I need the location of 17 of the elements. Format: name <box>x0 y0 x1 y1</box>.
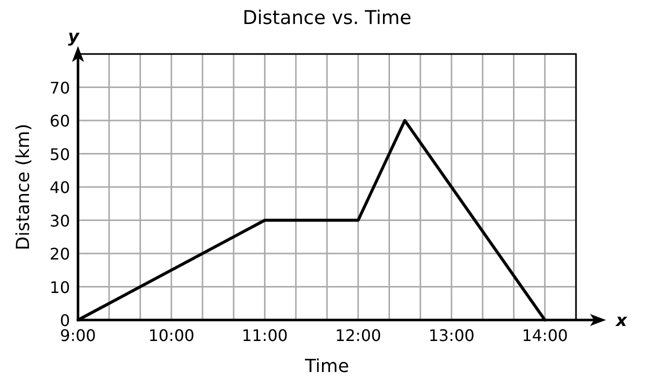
y-tick-label: 40 <box>50 178 70 197</box>
x-tick-label: 12:00 <box>335 326 382 345</box>
chart-title: Distance vs. Time <box>242 7 412 29</box>
y-tick-label: 60 <box>50 112 70 130</box>
y-tick-label: 20 <box>50 244 70 264</box>
x-tick-label: 10:00 <box>148 326 194 345</box>
x-tick-label: 14:00 <box>522 326 568 345</box>
y-tick-label: 50 <box>50 144 70 164</box>
y-tick-label: 30 <box>50 211 70 230</box>
y-tick-label: 10 <box>50 278 70 297</box>
text: y <box>68 27 80 47</box>
x-tick-label: 13:00 <box>428 326 475 345</box>
text: x <box>615 311 628 331</box>
y-tick-label: 70 <box>50 78 70 98</box>
y-axis-title: Distance (km) <box>13 124 34 250</box>
x-axis-title: Time <box>304 356 350 377</box>
x-tick-label: 11:00 <box>242 326 288 345</box>
